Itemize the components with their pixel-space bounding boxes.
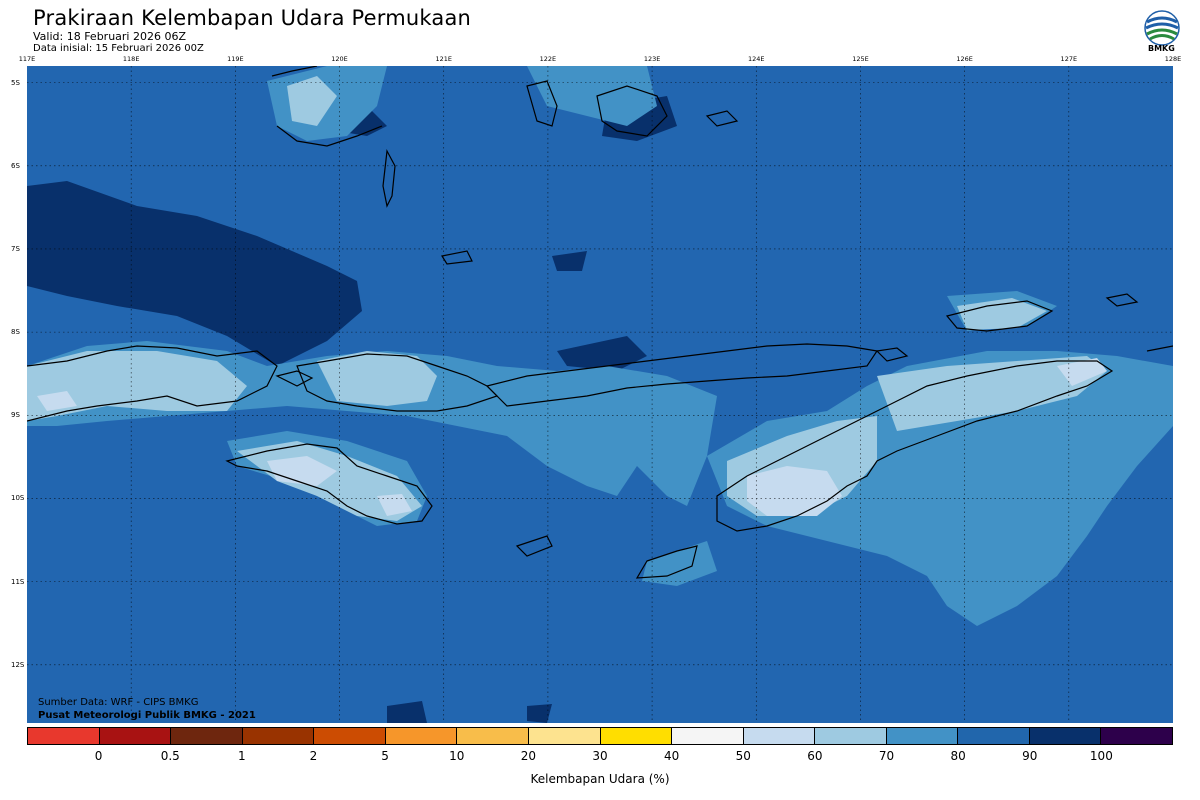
bmkg-logo-icon — [1144, 10, 1180, 46]
lat-tick-label: 10S — [11, 494, 25, 503]
lon-tick-label: 127E — [1060, 55, 1078, 63]
map-title: Prakiraan Kelembapan Udara Permukaan — [33, 6, 472, 30]
low-humidity-zones — [27, 76, 1107, 521]
colorbar-swatch — [600, 728, 673, 744]
kepulauan-timur — [705, 110, 1173, 352]
colorbar-swatch — [1029, 728, 1102, 744]
colorbar-swatch — [457, 728, 529, 744]
selayar-coast — [382, 149, 396, 208]
lon-tick-label: 120E — [331, 55, 348, 63]
lon-tick-label: 128E — [1164, 55, 1182, 63]
alor-coast — [875, 347, 909, 362]
lon-tick-label: 126E — [956, 55, 973, 63]
colorbar-label: 2 — [309, 749, 318, 763]
lat-tick-label: 11S — [11, 577, 25, 586]
lat-tick-label: 12S — [11, 660, 25, 669]
savu-coast — [515, 535, 553, 557]
colorbar-swatch — [743, 728, 816, 744]
colorbar-label: 0 — [94, 749, 103, 763]
lon-tick-label: 121E — [435, 55, 452, 63]
komodo-islands — [275, 250, 473, 387]
colorbar-swatch — [958, 728, 1030, 744]
lat-tick-label: 9S — [11, 411, 20, 420]
lat-tick-label: 6S — [11, 161, 20, 170]
colorbar-label: 60 — [807, 749, 823, 763]
lon-tick-label: 125E — [852, 55, 869, 63]
sulawesi-south-coast — [271, 66, 383, 147]
colorbar-swatch — [242, 728, 315, 744]
colorbar-label: 100 — [1089, 749, 1113, 763]
lat-tick-label: 8S — [11, 328, 20, 337]
lon-tick-label: 117E — [18, 55, 36, 63]
colorbar-swatch — [385, 728, 458, 744]
lon-tick-label: 123E — [643, 55, 661, 63]
timor-coast — [716, 360, 1114, 532]
colorbar-label: 80 — [950, 749, 966, 763]
rote-coast — [635, 545, 698, 579]
colorbar-swatch — [528, 728, 601, 744]
colorbar-swatch — [815, 728, 887, 744]
lat-tick-label: 7S — [11, 244, 20, 253]
colorbar-label: 1 — [238, 749, 246, 763]
lat-tick-label: 5S — [11, 78, 20, 87]
lowest-humidity-zones — [37, 358, 1107, 516]
humidity-colorbar — [27, 727, 1173, 745]
coastlines — [27, 66, 1173, 579]
graticule — [27, 66, 1173, 723]
colorbar-label: 10 — [449, 749, 465, 763]
colorbar-swatch — [171, 728, 243, 744]
wetar-coast — [945, 300, 1054, 332]
colorbar-title: Kelembapan Udara (%) — [530, 772, 670, 786]
data-source-credit: Sumber Data: WRF - CIPS BMKG — [38, 697, 199, 708]
organization-credit: Pusat Meteorologi Publik BMKG - 2021 — [38, 710, 256, 721]
colorbar-swatch — [886, 728, 959, 744]
colorbar-label: 40 — [663, 749, 680, 763]
colorbar-label: 5 — [381, 749, 389, 763]
logo-label: BMKG — [1148, 44, 1175, 53]
buton-coast — [526, 80, 668, 137]
flores-coast — [485, 343, 879, 407]
colorbar-label: 20 — [520, 749, 537, 763]
colorbar-swatch — [99, 728, 172, 744]
initial-data-time: Data inisial: 15 Februari 2026 00Z — [33, 43, 204, 54]
valid-time: Valid: 18 Februari 2026 06Z — [33, 30, 187, 43]
colorbar-label: 90 — [1022, 749, 1038, 763]
lon-tick-label: 124E — [748, 55, 765, 63]
colorbar-label: 30 — [592, 749, 608, 763]
colorbar-label: 70 — [878, 749, 895, 763]
lon-tick-label: 119E — [227, 55, 244, 63]
colorbar-swatch — [28, 728, 100, 744]
colorbar-label: 50 — [735, 749, 751, 763]
colorbar-swatch — [1101, 728, 1172, 744]
lon-tick-label: 122E — [539, 55, 557, 63]
lombok-sumbawa-coast — [27, 345, 278, 422]
colorbar-swatch — [672, 728, 744, 744]
colorbar-swatch — [314, 728, 386, 744]
lon-tick-label: 118E — [122, 55, 140, 63]
colorbar-label: 0.5 — [160, 749, 180, 763]
sumba-coast — [225, 443, 433, 525]
humidity-map — [27, 66, 1173, 723]
